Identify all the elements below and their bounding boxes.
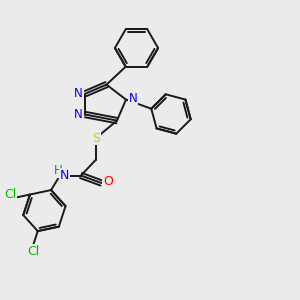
Text: N: N: [128, 92, 137, 105]
Text: H: H: [54, 164, 63, 178]
Text: N: N: [74, 87, 83, 100]
Text: Cl: Cl: [4, 188, 17, 201]
Text: S: S: [92, 131, 100, 145]
Text: N: N: [60, 169, 69, 182]
Text: N: N: [74, 108, 83, 121]
Text: Cl: Cl: [27, 245, 39, 258]
Text: O: O: [103, 175, 113, 188]
